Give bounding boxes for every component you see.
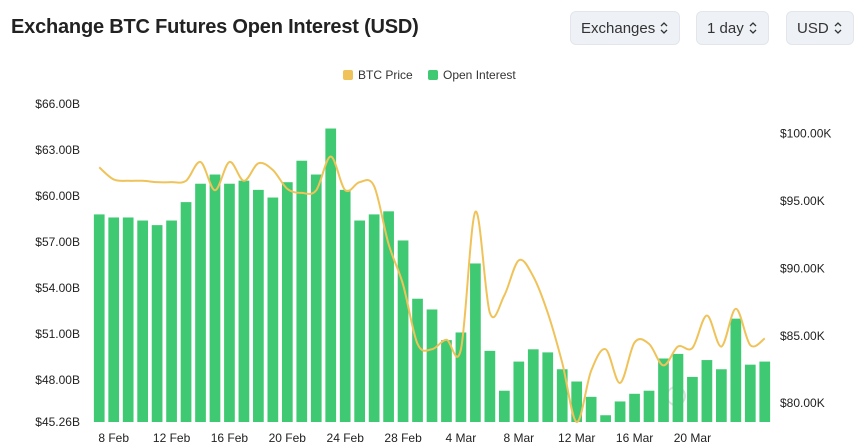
oi-bar[interactable] <box>151 225 163 422</box>
page-title: Exchange BTC Futures Open Interest (USD) <box>11 16 419 38</box>
oi-bar[interactable] <box>484 350 496 422</box>
oi-bar[interactable] <box>730 318 742 422</box>
btc-price-line[interactable] <box>98 155 766 424</box>
y-left-tick-label: $45.26B <box>35 415 80 429</box>
oi-bar[interactable] <box>397 240 409 422</box>
y-axis-left: $66.00B $63.00B $60.00B $57.00B $54.00B $51.0… <box>35 97 80 429</box>
interval-select[interactable]: 1 day <box>696 11 769 45</box>
x-tick-label: 16 Mar <box>616 431 653 445</box>
oi-bar[interactable] <box>470 263 481 422</box>
btc-price-line-layer <box>98 155 766 424</box>
x-tick-label: 24 Feb <box>327 431 365 445</box>
oi-bar[interactable] <box>339 189 351 422</box>
y-left-tick-label: $51.00B <box>35 327 80 341</box>
oi-bar[interactable] <box>180 202 192 422</box>
oi-bar[interactable] <box>426 309 438 422</box>
oi-bar[interactable] <box>571 381 583 422</box>
x-tick-label: 20 Feb <box>269 431 307 445</box>
oi-bar[interactable] <box>238 180 250 422</box>
legend-swatch <box>428 70 438 80</box>
x-tick-label: 20 Mar <box>674 431 711 445</box>
x-tick-label: 12 Mar <box>558 431 595 445</box>
oi-bar[interactable] <box>498 390 510 422</box>
x-tick-label: 28 Feb <box>384 431 422 445</box>
y-right-tick-label: $85.00K <box>780 329 825 343</box>
oi-bar[interactable] <box>137 220 148 422</box>
oi-bar[interactable] <box>195 183 206 422</box>
open-interest-bars <box>93 128 771 423</box>
y-left-tick-label: $60.00B <box>35 189 80 203</box>
oi-bar[interactable] <box>354 220 366 422</box>
y-left-tick-label: $57.00B <box>35 235 80 249</box>
oi-bar[interactable] <box>267 197 279 422</box>
oi-bar[interactable] <box>368 214 380 422</box>
y-right-tick-label: $100.00K <box>780 127 831 141</box>
chart-legend: BTC Price Open Interest <box>343 68 516 82</box>
oi-bar[interactable] <box>296 160 308 423</box>
oi-bar[interactable] <box>441 340 452 422</box>
oi-bar[interactable] <box>716 369 727 422</box>
oi-bar[interactable] <box>701 360 713 422</box>
legend-label[interactable]: BTC Price <box>358 68 413 82</box>
oi-bar[interactable] <box>93 214 105 422</box>
oi-bar[interactable] <box>614 401 626 422</box>
x-tick-label: 16 Feb <box>211 431 249 445</box>
y-right-tick-label: $95.00K <box>780 194 825 208</box>
chevron-updown-icon <box>749 22 757 34</box>
oi-bar[interactable] <box>209 174 221 422</box>
oi-bar[interactable] <box>643 390 655 422</box>
x-tick-label: 8 Feb <box>98 431 129 445</box>
exchanges-select-label: Exchanges <box>581 19 656 37</box>
oi-bar[interactable] <box>455 332 467 422</box>
oi-bar[interactable] <box>600 415 611 422</box>
oi-bar[interactable] <box>281 182 293 422</box>
oi-bar[interactable] <box>672 353 684 422</box>
x-tick-label: 4 Mar <box>446 431 477 445</box>
oi-bar[interactable] <box>556 369 568 422</box>
oi-bar[interactable] <box>108 217 120 422</box>
oi-bar[interactable] <box>224 183 235 422</box>
oi-bar[interactable] <box>310 174 322 422</box>
oi-bar[interactable] <box>658 358 669 422</box>
y-right-tick-label: $90.00K <box>780 261 825 275</box>
oi-bar[interactable] <box>513 361 525 422</box>
currency-select-label: USD <box>797 19 829 37</box>
x-tick-label: 12 Feb <box>153 431 191 445</box>
y-left-tick-label: $54.00B <box>35 281 80 295</box>
y-right-tick-label: $80.00K <box>780 396 825 410</box>
y-axis-right: $100.00K $95.00K $90.00K $85.00K $80.00K <box>780 127 831 411</box>
y-left-tick-label: $66.00B <box>35 97 80 111</box>
oi-bar[interactable] <box>629 393 640 422</box>
oi-bar[interactable] <box>253 189 264 422</box>
oi-bar[interactable] <box>122 217 134 422</box>
chevron-updown-icon <box>660 22 668 34</box>
oi-bar[interactable] <box>412 298 423 422</box>
oi-bar[interactable] <box>383 211 394 422</box>
currency-select[interactable]: USD <box>786 11 854 45</box>
x-axis: 8 Feb 12 Feb 16 Feb 20 Feb 24 Feb 28 Feb 4 Mar… <box>98 431 711 445</box>
exchanges-select[interactable]: Exchanges <box>570 11 680 45</box>
legend-swatch <box>343 70 353 80</box>
oi-bar[interactable] <box>759 361 771 422</box>
oi-bar[interactable] <box>687 376 698 422</box>
oi-bar[interactable] <box>744 364 756 422</box>
chevron-updown-icon <box>834 22 842 34</box>
oi-bar[interactable] <box>325 128 337 422</box>
interval-select-label: 1 day <box>707 19 744 37</box>
y-left-tick-label: $48.00B <box>35 373 80 387</box>
oi-bar[interactable] <box>527 349 539 422</box>
y-left-tick-label: $63.00B <box>35 143 80 157</box>
oi-bar[interactable] <box>542 352 554 422</box>
oi-bar[interactable] <box>585 396 597 422</box>
legend-label[interactable]: Open Interest <box>443 68 516 82</box>
x-tick-label: 8 Mar <box>503 431 534 445</box>
oi-bar[interactable] <box>166 220 177 422</box>
